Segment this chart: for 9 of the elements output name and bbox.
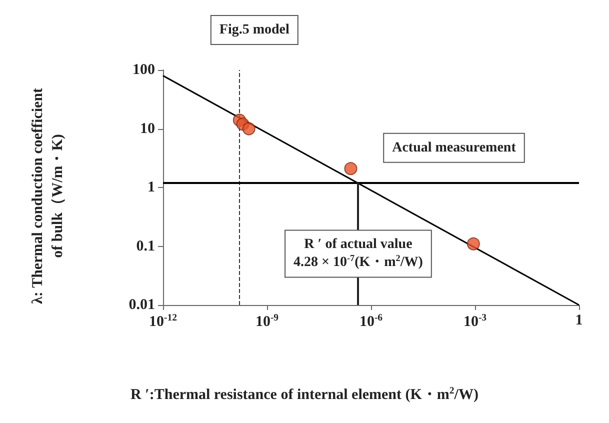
y-axis-title: λ: Thermal conduction coefficient of bulk（W/m・K) bbox=[30, 88, 66, 304]
y-tick-label: 10 bbox=[140, 120, 155, 137]
x-tick-label: 1 bbox=[575, 312, 583, 328]
y-tick-label: 0.1 bbox=[136, 238, 155, 254]
ref-line-label: Actual measurement bbox=[392, 140, 516, 156]
y-tick-label: 0.01 bbox=[128, 297, 155, 313]
ref-line-label: Fig.5 model bbox=[219, 22, 290, 38]
y-tick-label: 100 bbox=[132, 62, 155, 78]
y-tick-label: 1 bbox=[148, 180, 155, 196]
